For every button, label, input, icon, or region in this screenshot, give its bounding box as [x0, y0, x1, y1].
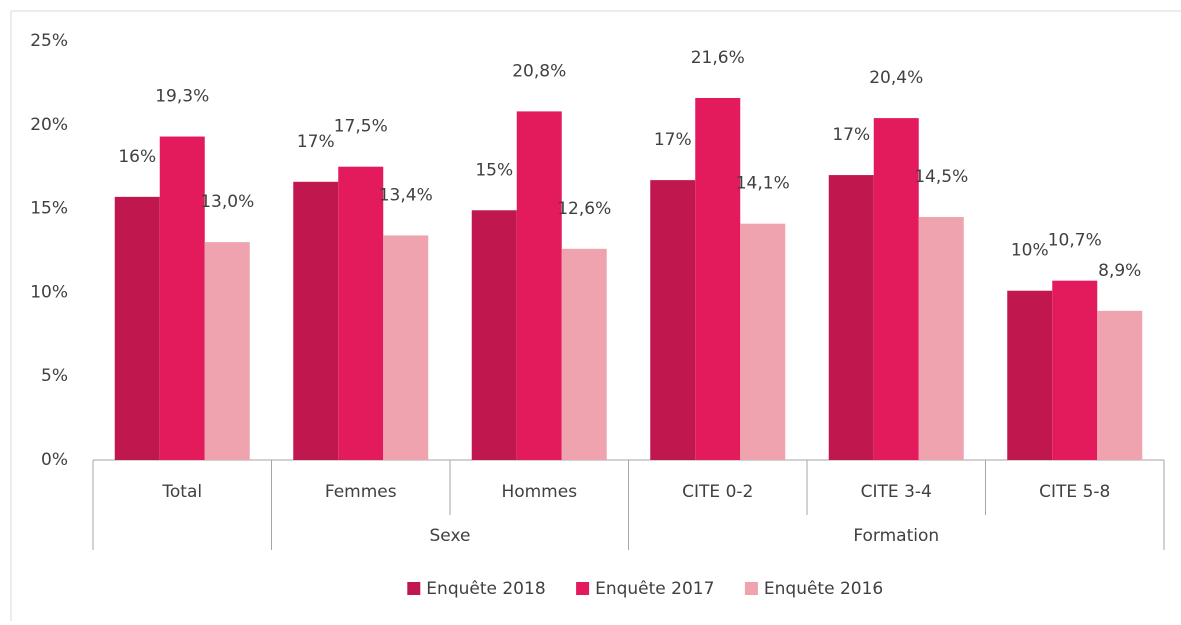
- bar: [159, 136, 205, 461]
- value-label: 19,3%: [155, 87, 209, 107]
- value-label: 8,9%: [1098, 261, 1141, 281]
- bar: [695, 97, 741, 460]
- legend-swatch: [576, 582, 590, 595]
- bar: [383, 235, 429, 460]
- bar: [293, 181, 339, 460]
- legend-swatch: [744, 582, 758, 595]
- y-tick-label: 15%: [30, 199, 68, 219]
- bar: [1097, 310, 1143, 460]
- x-tick-label: Femmes: [325, 482, 397, 502]
- bar: [516, 111, 562, 460]
- value-label: 16%: [118, 147, 156, 167]
- value-label: 20,4%: [869, 68, 923, 88]
- value-label: 14,1%: [736, 174, 790, 194]
- x-tick-label: CITE 3-4: [861, 482, 932, 502]
- bar: [1007, 290, 1053, 460]
- value-label: 17%: [297, 132, 335, 152]
- value-label: 14,5%: [914, 167, 968, 187]
- y-tick-label: 10%: [30, 282, 68, 302]
- bar: [338, 166, 384, 460]
- value-label: 10,7%: [1048, 231, 1102, 251]
- legend-swatch: [407, 582, 421, 595]
- x-tick-label: Total: [161, 482, 202, 502]
- bar: [561, 248, 607, 460]
- value-label: 17%: [654, 130, 692, 150]
- bar: [918, 216, 964, 460]
- x-tick-label: Hommes: [501, 482, 577, 502]
- y-tick-label: 20%: [30, 115, 68, 135]
- y-tick-label: 0%: [41, 450, 68, 470]
- x-tick-label: CITE 5-8: [1039, 482, 1110, 502]
- bar: [650, 180, 696, 460]
- value-label: 12,6%: [557, 199, 611, 219]
- value-label: 20,8%: [512, 61, 566, 81]
- value-label: 15%: [475, 160, 513, 180]
- value-label: 17%: [832, 125, 870, 145]
- bar: [471, 210, 517, 460]
- chart-frame: [10, 10, 1181, 625]
- value-label: 21,6%: [691, 48, 745, 68]
- x-tick-label: CITE 0-2: [682, 482, 753, 502]
- y-tick-label: 25%: [30, 31, 68, 51]
- value-label: 10%: [1011, 241, 1049, 261]
- bar: [828, 175, 874, 460]
- legend-label: Enquête 2016: [764, 579, 883, 599]
- bar: [740, 223, 786, 460]
- bar: [1052, 280, 1098, 460]
- value-label: 13,0%: [200, 192, 254, 212]
- bar: [873, 118, 919, 460]
- y-tick-label: 5%: [41, 366, 68, 386]
- value-label: 17,5%: [334, 117, 388, 137]
- legend-label: Enquête 2017: [595, 579, 714, 599]
- group-label: Formation: [853, 526, 939, 546]
- group-label: Sexe: [430, 526, 471, 546]
- value-label: 13,4%: [379, 185, 433, 205]
- legend-label: Enquête 2018: [426, 579, 545, 599]
- bar: [114, 196, 160, 461]
- bar: [204, 242, 250, 460]
